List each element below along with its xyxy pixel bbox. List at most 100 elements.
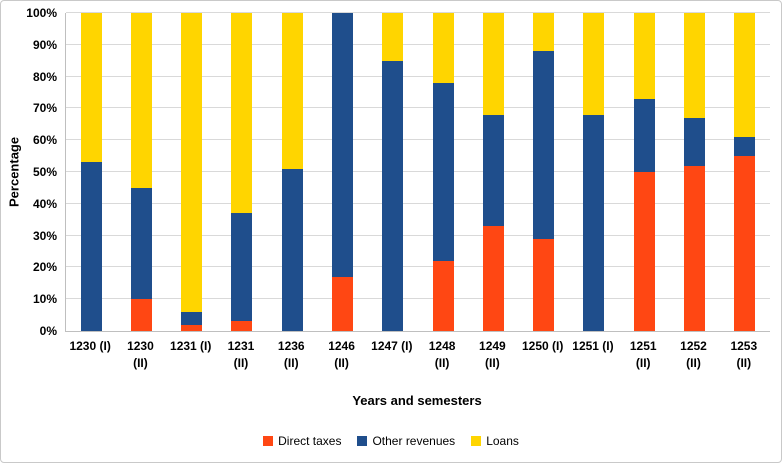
bar-slot bbox=[116, 13, 166, 331]
gridline bbox=[66, 171, 770, 172]
legend-label: Other revenues bbox=[372, 434, 456, 448]
x-tick-label: 1230 (I) bbox=[69, 339, 111, 353]
segment-loans bbox=[281, 13, 303, 169]
bar-1250-(i) bbox=[533, 13, 555, 331]
segment-loans bbox=[583, 13, 605, 115]
gridlines bbox=[66, 12, 770, 331]
segment-loans bbox=[181, 13, 203, 312]
segment-direct-taxes bbox=[231, 321, 253, 331]
segment-other-revenues bbox=[432, 82, 454, 262]
y-tick-label: 70% bbox=[32, 101, 57, 116]
bar-slot bbox=[519, 13, 569, 331]
segment-loans bbox=[231, 13, 253, 214]
gridline bbox=[66, 75, 770, 77]
bar-slot bbox=[569, 13, 619, 331]
bar-slot bbox=[418, 13, 468, 331]
segment-other-revenues bbox=[482, 114, 504, 227]
gridline bbox=[66, 298, 770, 300]
bar-slot bbox=[368, 13, 418, 331]
bar-slot bbox=[66, 13, 116, 331]
gridline bbox=[66, 43, 770, 45]
bar-slot bbox=[217, 13, 267, 331]
segment-direct-taxes bbox=[684, 165, 706, 331]
segment-direct-taxes bbox=[482, 226, 504, 331]
segment-loans bbox=[382, 13, 404, 61]
x-tick-label: 1250 (I) bbox=[521, 339, 564, 353]
gridline bbox=[66, 12, 770, 13]
bar-1252-(ii) bbox=[684, 13, 706, 331]
y-tick-label: 40% bbox=[32, 196, 57, 211]
x-tick-label: 1251 (I) bbox=[572, 339, 614, 353]
segment-other-revenues bbox=[633, 98, 655, 172]
bar-slot bbox=[720, 13, 770, 331]
segment-direct-taxes bbox=[181, 324, 203, 331]
segment-other-revenues bbox=[583, 114, 605, 331]
legend-label: Direct taxes bbox=[278, 434, 342, 448]
bar-slot bbox=[468, 13, 518, 331]
bar-1251-(i) bbox=[583, 13, 605, 331]
x-tick-label: 1231 (II) bbox=[227, 339, 255, 370]
segment-other-revenues bbox=[281, 168, 303, 331]
bar-1251-(ii) bbox=[633, 13, 655, 331]
gridline bbox=[66, 139, 770, 141]
bars bbox=[66, 13, 770, 331]
bar-1249-(ii) bbox=[482, 13, 504, 331]
bar-1247-(i) bbox=[382, 13, 404, 331]
segment-loans bbox=[432, 13, 454, 83]
legend-item-loans: Loans bbox=[471, 434, 519, 448]
legend-label: Loans bbox=[486, 434, 519, 448]
legend-item-direct-taxes: Direct taxes bbox=[263, 434, 341, 448]
x-tick-label: 1230 (II) bbox=[127, 339, 154, 370]
x-tick-label: 1247 (I) bbox=[371, 339, 413, 353]
legend-swatch-loans bbox=[471, 436, 482, 446]
y-tick-label: 30% bbox=[32, 228, 57, 243]
segment-direct-taxes bbox=[130, 299, 152, 331]
bar-slot bbox=[669, 13, 719, 331]
segment-other-revenues bbox=[80, 162, 102, 331]
x-tick-label: 1253 (II) bbox=[730, 339, 758, 370]
y-tick-label: 90% bbox=[32, 37, 57, 52]
y-tick-label: 10% bbox=[32, 292, 57, 307]
gridline bbox=[66, 234, 770, 236]
x-axis-ticks: 1230 (I) 1230 (II) 1231 (I) 1231 (II) 1236 (… bbox=[65, 338, 769, 372]
segment-direct-taxes bbox=[633, 172, 655, 331]
segment-loans bbox=[482, 13, 504, 115]
segment-direct-taxes bbox=[533, 238, 555, 331]
bar-1231-(ii) bbox=[231, 13, 253, 331]
x-tick-label: 1251 (II) bbox=[629, 339, 657, 370]
segment-loans bbox=[684, 13, 706, 118]
segment-other-revenues bbox=[332, 13, 354, 277]
segment-loans bbox=[80, 13, 102, 163]
segment-loans bbox=[633, 13, 655, 99]
y-tick-label: 20% bbox=[32, 260, 57, 275]
segment-direct-taxes bbox=[432, 261, 454, 331]
bar-1230-(ii) bbox=[130, 13, 152, 331]
segment-other-revenues bbox=[382, 60, 404, 331]
segment-other-revenues bbox=[181, 311, 203, 325]
gridline bbox=[66, 202, 770, 204]
x-tick-label: 1246 (II) bbox=[328, 339, 355, 370]
gridline bbox=[66, 107, 770, 109]
legend-swatch-direct-taxes bbox=[263, 436, 274, 446]
segment-direct-taxes bbox=[332, 276, 354, 331]
y-tick-label: 80% bbox=[32, 69, 57, 84]
bar-1248-(ii) bbox=[432, 13, 454, 331]
bar-slot bbox=[317, 13, 367, 331]
bar-1253-(ii) bbox=[734, 13, 756, 331]
segment-other-revenues bbox=[231, 213, 253, 322]
y-tick-label: 100% bbox=[26, 6, 57, 20]
legend-item-other-revenues: Other revenues bbox=[357, 434, 455, 448]
segment-loans bbox=[533, 13, 555, 52]
x-axis-title: Years and semesters bbox=[352, 393, 482, 408]
segment-direct-taxes bbox=[734, 156, 756, 331]
bar-1230-(i) bbox=[80, 13, 102, 331]
y-axis-ticks: 0% 10% 20% 30% 40% 50% 60% 70% 80% 90% 100% bbox=[1, 7, 57, 337]
legend: Direct taxes Other revenues Loans bbox=[1, 434, 781, 448]
bar-1231-(i) bbox=[181, 13, 203, 331]
x-tick-label: 1252 (II) bbox=[680, 339, 707, 370]
x-tick-label: 1236 (II) bbox=[277, 339, 305, 370]
x-tick-label: 1231 (I) bbox=[170, 339, 212, 353]
gridline bbox=[66, 266, 770, 268]
bar-slot bbox=[167, 13, 217, 331]
bar-1246-(ii) bbox=[332, 13, 354, 331]
